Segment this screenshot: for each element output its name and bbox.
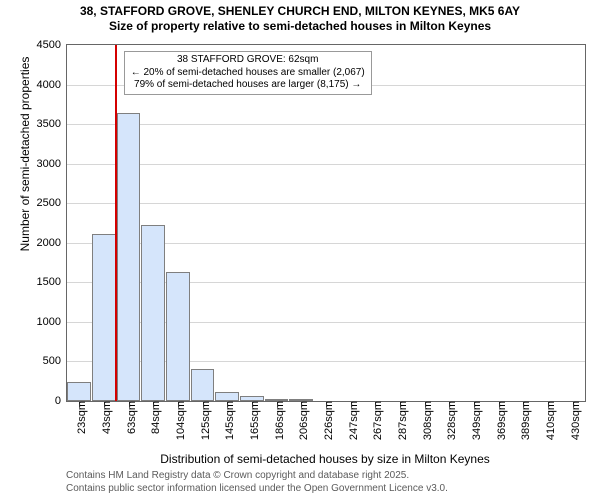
xtick-label: 43sqm <box>97 401 113 434</box>
ytick-label: 2000 <box>37 237 67 249</box>
footnote-line1: Contains HM Land Registry data © Crown c… <box>66 470 448 483</box>
xtick-label: 165sqm <box>245 401 261 440</box>
xtick-label: 430sqm <box>565 401 581 440</box>
xtick-label: 186sqm <box>269 401 285 440</box>
xtick-label: 349sqm <box>467 401 483 440</box>
plot-area: 05001000150020002500300035004000450023sq… <box>66 44 586 402</box>
xtick-label: 267sqm <box>368 401 384 440</box>
x-axis-label: Distribution of semi-detached houses by … <box>66 452 584 466</box>
xtick-label: 104sqm <box>171 401 187 440</box>
xtick-label: 206sqm <box>294 401 310 440</box>
ytick-label: 3000 <box>37 158 67 170</box>
footnote: Contains HM Land Registry data © Crown c… <box>66 470 448 495</box>
ytick-label: 2500 <box>37 197 67 209</box>
ytick-label: 500 <box>43 355 67 367</box>
gridline <box>67 164 585 165</box>
xtick-label: 84sqm <box>146 401 162 434</box>
xtick-label: 23sqm <box>72 401 88 434</box>
title-line2: Size of property relative to semi-detach… <box>0 19 600 34</box>
xtick-label: 369sqm <box>491 401 507 440</box>
chart-title: 38, STAFFORD GROVE, SHENLEY CHURCH END, … <box>0 0 600 34</box>
ytick-label: 1000 <box>37 316 67 328</box>
callout-line: ← 20% of semi-detached houses are smalle… <box>131 67 365 80</box>
xtick-label: 145sqm <box>220 401 236 440</box>
xtick-label: 247sqm <box>343 401 359 440</box>
ytick-label: 4500 <box>37 39 67 51</box>
bar <box>141 225 165 401</box>
marker-line <box>115 45 117 401</box>
ytick-label: 0 <box>55 395 67 407</box>
bar <box>215 392 239 401</box>
gridline <box>67 124 585 125</box>
ytick-label: 1500 <box>37 276 67 288</box>
gridline <box>67 203 585 204</box>
callout-line: 79% of semi-detached houses are larger (… <box>131 79 365 92</box>
xtick-label: 328sqm <box>442 401 458 440</box>
callout-line: 38 STAFFORD GROVE: 62sqm <box>131 54 365 67</box>
ytick-label: 4000 <box>37 79 67 91</box>
xtick-label: 226sqm <box>319 401 335 440</box>
ytick-label: 3500 <box>37 118 67 130</box>
title-line1: 38, STAFFORD GROVE, SHENLEY CHURCH END, … <box>0 4 600 19</box>
xtick-label: 389sqm <box>516 401 532 440</box>
footnote-line2: Contains public sector information licen… <box>66 483 448 496</box>
xtick-label: 125sqm <box>195 401 211 440</box>
bar <box>67 382 91 401</box>
xtick-label: 63sqm <box>121 401 137 434</box>
callout-box: 38 STAFFORD GROVE: 62sqm← 20% of semi-de… <box>124 51 372 95</box>
bar <box>191 369 215 401</box>
xtick-label: 287sqm <box>393 401 409 440</box>
bar <box>92 234 116 401</box>
bar <box>166 272 190 401</box>
y-axis-label: Number of semi-detached properties <box>18 0 32 332</box>
xtick-label: 308sqm <box>417 401 433 440</box>
bar <box>117 113 141 401</box>
xtick-label: 410sqm <box>541 401 557 440</box>
